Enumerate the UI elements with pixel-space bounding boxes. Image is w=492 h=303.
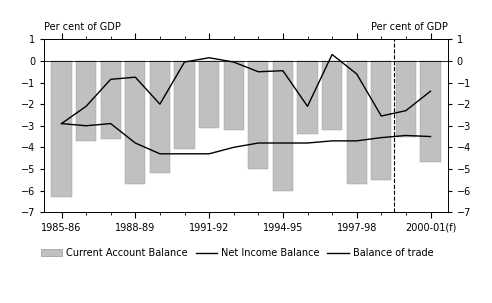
Bar — [421, 61, 441, 162]
Bar — [52, 61, 72, 197]
Bar — [224, 61, 244, 130]
Bar — [273, 61, 293, 191]
Bar — [347, 61, 367, 184]
Bar — [248, 61, 269, 169]
Bar — [199, 61, 219, 128]
Bar — [396, 61, 416, 137]
Bar — [125, 61, 146, 184]
Legend: Current Account Balance, Net Income Balance, Balance of trade: Current Account Balance, Net Income Bala… — [41, 248, 433, 258]
Bar — [76, 61, 96, 141]
Bar — [371, 61, 392, 180]
Text: Per cent of GDP: Per cent of GDP — [371, 22, 448, 32]
Bar — [101, 61, 121, 139]
Bar — [150, 61, 170, 173]
Bar — [322, 61, 342, 130]
Text: Per cent of GDP: Per cent of GDP — [44, 22, 121, 32]
Bar — [298, 61, 318, 134]
Bar — [175, 61, 195, 149]
